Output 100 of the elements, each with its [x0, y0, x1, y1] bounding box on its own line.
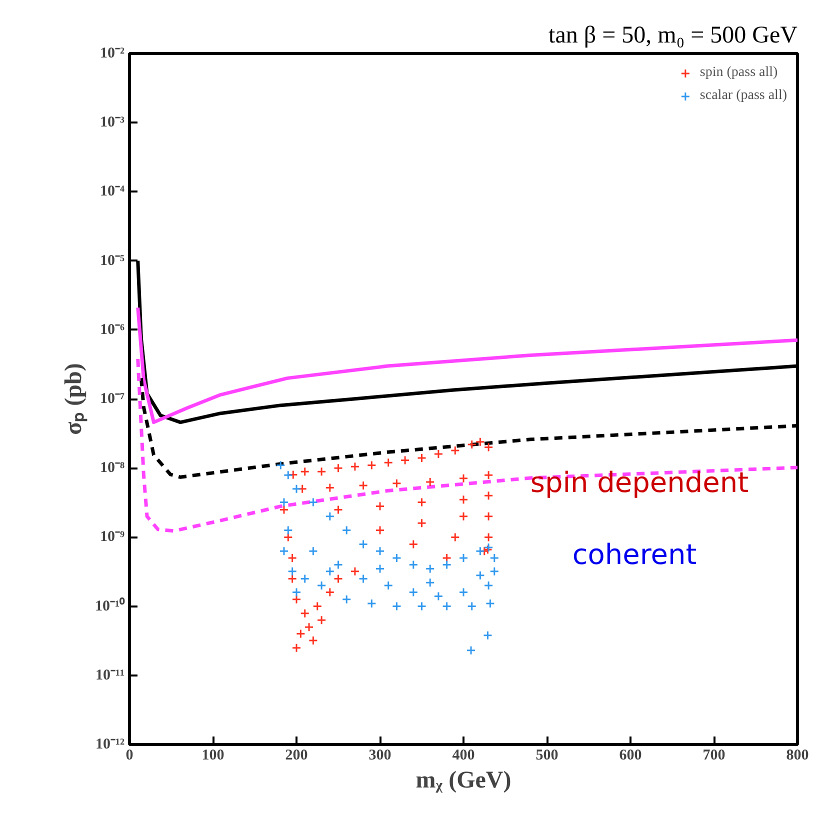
point [450, 532, 460, 542]
point [316, 580, 326, 590]
point [316, 615, 326, 625]
legend-label: scalar (pass all) [700, 88, 787, 104]
point [475, 437, 485, 447]
point [458, 553, 468, 563]
point [366, 598, 376, 608]
point [300, 574, 310, 584]
point [292, 587, 302, 597]
point [292, 594, 302, 604]
point [316, 466, 326, 476]
point [484, 470, 494, 480]
point [325, 587, 335, 597]
y-tick-label: 10⁻⁸ [100, 460, 126, 476]
point [375, 502, 385, 512]
point [288, 553, 298, 563]
point [308, 636, 318, 646]
point [298, 484, 308, 494]
point [292, 643, 302, 653]
point [475, 570, 485, 580]
point [458, 494, 468, 504]
point [425, 578, 435, 588]
point [384, 580, 394, 590]
legend-label: spin (pass all) [700, 65, 778, 81]
point [484, 532, 494, 542]
point [334, 463, 343, 473]
point [392, 602, 402, 612]
annotation: coherent [572, 538, 697, 571]
point [425, 564, 435, 574]
point [325, 482, 335, 492]
point [342, 526, 352, 536]
point [279, 504, 289, 514]
y-tick-label: 10⁻⁶ [100, 322, 126, 338]
point [296, 629, 306, 639]
point [358, 540, 368, 550]
point [308, 498, 318, 508]
y-tick-label: 10⁻⁴ [100, 184, 126, 200]
point [458, 512, 468, 522]
point [484, 442, 494, 452]
point [350, 462, 360, 472]
y-tick-label: 10⁻³ [100, 114, 126, 131]
x-tick-label: 600 [619, 748, 642, 764]
point [279, 546, 289, 556]
point [325, 512, 335, 522]
point [467, 602, 477, 612]
point [442, 553, 452, 563]
x-tick-label: 0 [126, 748, 134, 764]
point [400, 455, 410, 465]
point [283, 470, 293, 480]
point [417, 453, 426, 463]
point [375, 526, 385, 536]
point [358, 574, 368, 584]
point [350, 566, 360, 576]
chart-title: tan β = 50, m₀ = 500 GeV [548, 22, 798, 48]
y-tick-label: 10⁻² [100, 46, 126, 62]
point [288, 470, 298, 480]
point [375, 546, 385, 556]
point [358, 480, 368, 490]
point [442, 560, 452, 570]
point [334, 504, 343, 514]
point [325, 566, 335, 576]
point [375, 564, 385, 574]
point [308, 546, 318, 556]
point [482, 630, 492, 640]
point [288, 574, 298, 584]
y-tick-label: 10⁻⁵ [100, 252, 126, 269]
point [312, 602, 322, 612]
point [450, 446, 460, 456]
point [304, 622, 314, 632]
point [408, 560, 418, 570]
point [300, 608, 310, 618]
y-tick-label: 10⁻¹² [96, 736, 126, 752]
point [417, 602, 426, 612]
point [276, 460, 286, 470]
point [425, 477, 435, 487]
y-tick-label: 10⁻⁷ [100, 391, 126, 407]
point [458, 587, 468, 597]
annotation: spin dependent [530, 466, 749, 499]
point [334, 560, 343, 570]
point [392, 553, 402, 563]
point [475, 546, 485, 556]
x-tick-label: 500 [536, 748, 558, 764]
point [485, 598, 495, 608]
point [417, 518, 426, 528]
x-tick-label: 100 [202, 748, 224, 764]
y-tick-label: 10⁻¹⁰ [95, 596, 126, 614]
point [292, 484, 302, 494]
point [484, 490, 494, 500]
x-tick-label: 200 [285, 748, 308, 764]
point [408, 540, 418, 550]
y-axis-title: σₚ (pb) [61, 363, 88, 435]
point [467, 440, 477, 450]
point [300, 466, 310, 476]
x-tick-label: 700 [702, 748, 726, 764]
point [288, 566, 298, 576]
point [408, 587, 418, 597]
point [366, 460, 376, 470]
point [283, 526, 293, 536]
point [458, 474, 468, 484]
x-tick-label: 800 [786, 748, 809, 764]
